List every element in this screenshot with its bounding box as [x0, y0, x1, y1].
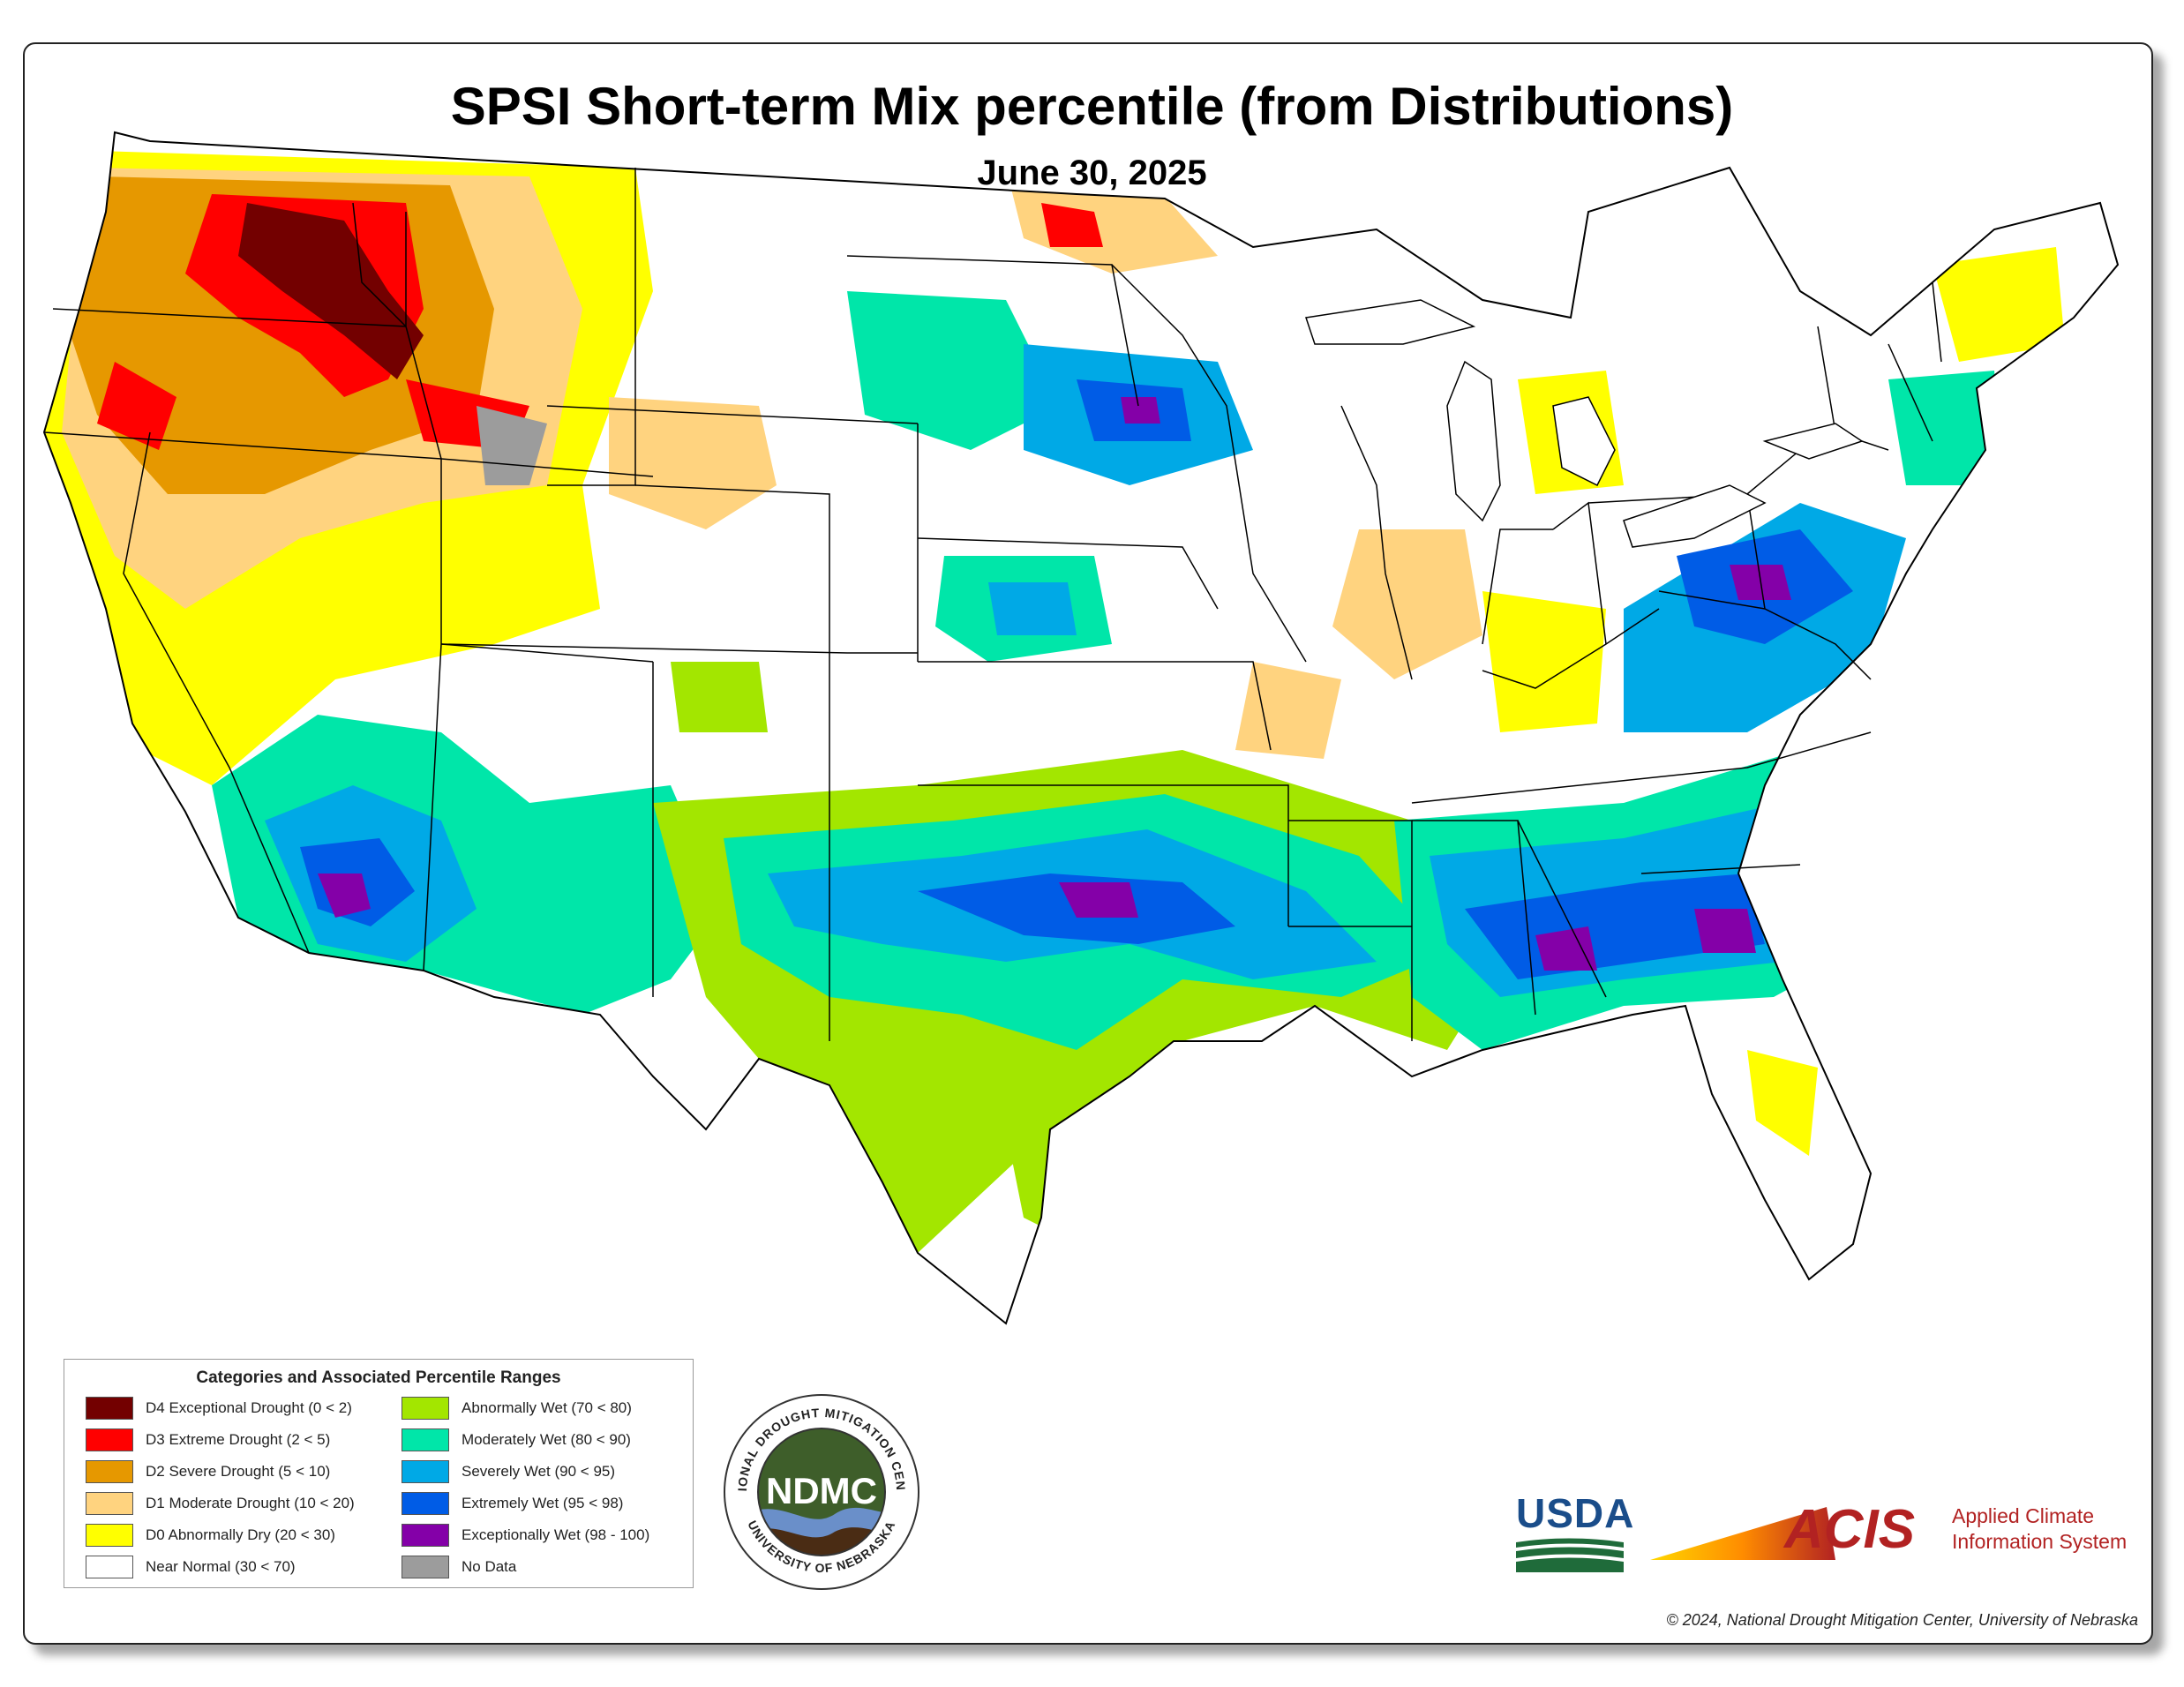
legend-swatch — [86, 1428, 133, 1451]
us-map — [42, 131, 2120, 1325]
legend-item-d3: D3 Extreme Drought (2 < 5) — [86, 1427, 330, 1453]
legend-swatch — [402, 1397, 449, 1420]
legend-item-no-data: No Data — [402, 1554, 516, 1580]
usda-text: USDA — [1516, 1490, 1635, 1536]
legend-swatch — [402, 1460, 449, 1483]
legend-swatch — [402, 1428, 449, 1451]
ndmc-logo: NDMC NATIONAL DROUGHT MITIGATION CENTER … — [720, 1391, 919, 1590]
legend-item-exceptionally-wet: Exceptionally Wet (98 - 100) — [402, 1522, 649, 1548]
legend-item-extremely-wet: Extremely Wet (95 < 98) — [402, 1490, 623, 1517]
legend-swatch — [402, 1556, 449, 1578]
legend-swatch — [86, 1397, 133, 1420]
legend-swatch — [86, 1460, 133, 1483]
legend-item-severely-wet: Severely Wet (90 < 95) — [402, 1458, 615, 1485]
legend-swatch — [86, 1524, 133, 1547]
legend-item-abnormally-wet: Abnormally Wet (70 < 80) — [402, 1395, 632, 1421]
usda-logo: USDA — [1516, 1489, 1634, 1577]
legend-swatch — [86, 1556, 133, 1578]
ndmc-text: NDMC — [766, 1470, 877, 1511]
acis-logo: ACIS Applied Climate Information System — [1650, 1498, 2127, 1569]
legend: Categories and Associated Percentile Ran… — [64, 1359, 694, 1588]
usda-field-icon — [1516, 1538, 1624, 1572]
map-date: June 30, 2025 — [977, 154, 1207, 192]
copyright: © 2024, National Drought Mitigation Cent… — [1666, 1611, 2138, 1629]
legend-item-d1: D1 Moderate Drought (10 < 20) — [86, 1490, 355, 1517]
legend-item-near-normal: Near Normal (30 < 70) — [86, 1554, 296, 1580]
legend-swatch — [86, 1492, 133, 1515]
acis-word: ACIS — [1784, 1499, 1916, 1560]
map-title: SPSI Short-term Mix percentile (from Dis… — [450, 77, 1734, 136]
acis-subtitle: Applied Climate Information System — [1952, 1504, 2128, 1553]
legend-swatch — [402, 1492, 449, 1515]
legend-item-moderately-wet: Moderately Wet (80 < 90) — [402, 1427, 631, 1453]
legend-swatch — [402, 1524, 449, 1547]
acis-wedge-icon — [1650, 1507, 1835, 1560]
legend-item-d2: D2 Severe Drought (5 < 10) — [86, 1458, 330, 1485]
legend-item-d0: D0 Abnormally Dry (20 < 30) — [86, 1522, 335, 1548]
legend-item-d4: D4 Exceptional Drought (0 < 2) — [86, 1395, 352, 1421]
legend-title: Categories and Associated Percentile Ran… — [196, 1368, 561, 1387]
